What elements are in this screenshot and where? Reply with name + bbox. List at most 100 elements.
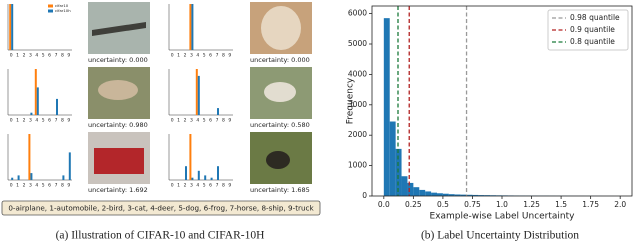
bar (189, 4, 192, 50)
x-tick-label: 5 (203, 118, 206, 124)
x-tick-label: 7 (216, 183, 219, 189)
hist-bar (472, 194, 479, 196)
x-tick-label: 0 (10, 118, 13, 124)
x-tick-label: 1 (16, 118, 19, 124)
x-tick-label: 8 (61, 183, 64, 189)
bar (217, 166, 219, 180)
legend-swatch (48, 4, 53, 8)
x-tick-label: 3 (29, 118, 32, 124)
bar (28, 134, 31, 180)
x-tick-label: 3 (29, 53, 32, 59)
bar (68, 152, 71, 180)
photo-detail (264, 82, 296, 102)
y-tick-label: 5000 (348, 39, 367, 48)
bar (30, 112, 33, 115)
x-tick-label: 8 (222, 53, 225, 59)
x-tick-label: 0 (171, 183, 174, 189)
x-tick-label: 0.75 (464, 200, 481, 209)
x-tick-label: 4 (196, 53, 199, 59)
bar (62, 175, 65, 180)
x-axis-label: Example-wise Label Uncertainty (430, 212, 576, 222)
x-tick-label: 9 (228, 118, 231, 124)
x-tick-label: 1 (177, 183, 180, 189)
bar (56, 98, 58, 115)
legend-label: 0.8 quantile (570, 37, 615, 46)
caption: (b) Label Uncertainty Distribution (421, 230, 579, 242)
bar (191, 177, 194, 180)
uncertainty-label: uncertainty: 0.000 (88, 56, 148, 64)
x-tick-label: 5 (42, 53, 45, 59)
x-tick-label: 6 (48, 118, 51, 124)
y-tick-label: 6000 (348, 9, 367, 18)
hist-bar (407, 182, 414, 196)
hist-bar (484, 195, 491, 196)
x-tick-label: 7 (55, 118, 58, 124)
x-tick-label: 3 (190, 118, 193, 124)
bar (197, 170, 200, 180)
bar (191, 4, 194, 50)
x-tick-label: 5 (203, 183, 206, 189)
uncertainty-label: uncertainty: 0.580 (250, 121, 310, 129)
x-tick-label: 0.0 (378, 200, 390, 209)
legend-label: 0.98 quantile (570, 13, 620, 22)
bar (36, 87, 39, 115)
x-tick-label: 9 (67, 183, 70, 189)
x-tick-label: 3 (190, 53, 193, 59)
bar (185, 166, 187, 180)
x-tick-label: 6 (209, 183, 212, 189)
hist-bar (419, 189, 426, 196)
x-tick-label: 1.75 (582, 200, 599, 209)
x-tick-label: 3 (190, 183, 193, 189)
bar (210, 177, 213, 180)
hist-bar (454, 194, 461, 196)
bar (204, 175, 207, 180)
x-tick-label: 4 (35, 118, 38, 124)
x-tick-label: 1.25 (523, 200, 540, 209)
y-tick-label: 0 (362, 191, 367, 200)
class-legend: 0-airplane, 1-automobile, 2-bird, 3-cat,… (8, 204, 314, 213)
x-tick-label: 9 (67, 53, 70, 59)
legend-label: 0.9 quantile (570, 25, 615, 34)
x-tick-label: 2 (184, 183, 187, 189)
hist-bar (431, 192, 437, 196)
x-tick-label: 7 (55, 53, 58, 59)
bar (30, 173, 33, 180)
x-tick-label: 0 (171, 118, 174, 124)
x-tick-label: 2 (23, 53, 26, 59)
photo-detail (266, 151, 290, 169)
x-tick-label: 5 (42, 118, 45, 124)
hist-bar (466, 194, 473, 196)
x-tick-label: 0 (171, 53, 174, 59)
uncertainty-label: uncertainty: 1.692 (88, 186, 148, 194)
y-tick-label: 1000 (348, 161, 367, 170)
bar (11, 177, 14, 180)
x-tick-label: 8 (222, 118, 225, 124)
x-tick-label: 8 (222, 183, 225, 189)
x-tick-label: 1 (16, 183, 19, 189)
x-tick-label: 2.0 (614, 200, 626, 209)
photo-detail (261, 6, 301, 50)
x-tick-label: 1.0 (496, 200, 508, 209)
bar (17, 175, 20, 180)
legend-label: cifar10 (55, 3, 69, 8)
x-tick-label: 4 (196, 118, 199, 124)
x-tick-label: 2 (23, 118, 26, 124)
x-tick-label: 7 (216, 118, 219, 124)
legend-box (547, 9, 629, 51)
uncertainty-label: uncertainty: 0.980 (88, 121, 148, 129)
legend-swatch (48, 9, 53, 13)
bar (9, 4, 12, 50)
x-tick-label: 3 (29, 183, 32, 189)
bar (197, 75, 200, 115)
y-tick-label: 4000 (348, 69, 367, 78)
hist-bar (478, 195, 485, 196)
x-tick-label: 6 (209, 53, 212, 59)
x-tick-label: 0.25 (405, 200, 422, 209)
photo-detail (92, 22, 146, 36)
x-tick-label: 7 (55, 183, 58, 189)
x-tick-label: 2 (23, 183, 26, 189)
bar (189, 134, 192, 180)
x-tick-label: 6 (48, 53, 51, 59)
x-tick-label: 1 (16, 53, 19, 59)
